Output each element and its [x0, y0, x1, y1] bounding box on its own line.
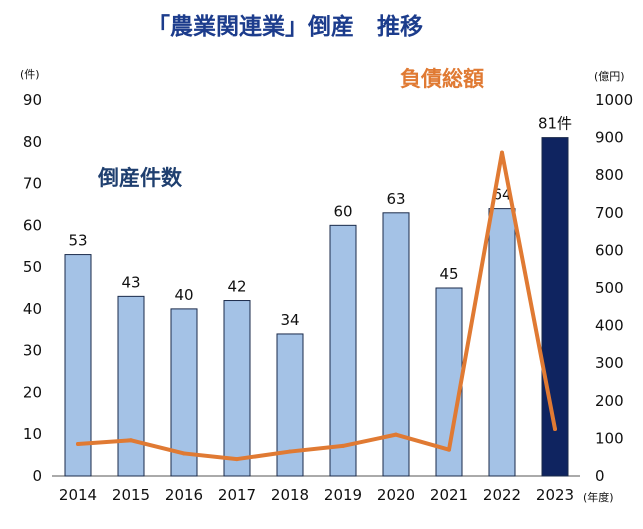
bar-data-label: 81件 — [538, 115, 572, 133]
right-tick-label: 800 — [595, 166, 624, 184]
x-tick-label: 2015 — [112, 486, 150, 504]
line-point — [235, 457, 239, 462]
bar — [117, 295, 145, 477]
right-tick-label: 200 — [595, 392, 624, 410]
left-tick-label: 40 — [23, 300, 42, 318]
bar — [382, 212, 410, 477]
bar-data-label: 42 — [227, 278, 246, 296]
x-tick-label: 2023 — [536, 486, 574, 504]
right-tick-label: 500 — [595, 279, 624, 297]
bar — [488, 208, 516, 477]
line-point — [394, 432, 398, 437]
bar-data-label: 34 — [280, 311, 299, 329]
left-tick-label: 50 — [23, 258, 42, 276]
bar-series-label: 倒産件数 — [97, 166, 183, 190]
line-point — [182, 451, 186, 456]
bar-data-label: 45 — [439, 265, 458, 283]
left-tick-label: 80 — [23, 133, 42, 151]
line-point — [500, 150, 504, 155]
line-point — [553, 427, 557, 431]
x-axis-unit: (年度) — [583, 490, 614, 504]
x-tick-label: 2019 — [324, 486, 362, 504]
bar — [223, 300, 251, 477]
bar — [329, 224, 357, 477]
line-series-label: 負債総額 — [400, 67, 484, 91]
x-tick-label: 2022 — [483, 486, 521, 504]
bar — [170, 308, 198, 477]
right-tick-label: 900 — [595, 129, 624, 147]
right-axis-unit: (億円) — [594, 70, 625, 83]
x-tick-label: 2017 — [218, 486, 256, 504]
line-point — [129, 438, 133, 443]
right-tick-label: 300 — [595, 354, 624, 372]
chart-title: 「農業関連業」倒産 推移 — [147, 13, 423, 40]
x-tick-label: 2020 — [377, 486, 415, 504]
left-tick-label: 70 — [23, 175, 42, 193]
left-tick-label: 30 — [23, 342, 42, 360]
right-tick-label: 600 — [595, 241, 624, 259]
line-point — [341, 443, 345, 448]
bar-data-label: 60 — [333, 202, 352, 220]
right-tick-label: 400 — [595, 317, 624, 335]
line-point — [76, 442, 80, 447]
right-tick-label: 1000 — [595, 91, 633, 109]
right-tick-label: 100 — [595, 429, 624, 447]
bar — [64, 254, 92, 477]
plot-area: 0102030405060708090010020030040050060070… — [23, 91, 633, 504]
line-point — [288, 449, 292, 454]
bar-data-label: 40 — [174, 286, 193, 304]
x-tick-label: 2018 — [271, 486, 309, 504]
line-series — [76, 150, 557, 462]
left-tick-label: 10 — [23, 425, 42, 443]
x-tick-label: 2016 — [165, 486, 203, 504]
line-point — [447, 447, 451, 452]
bar-data-label: 63 — [386, 190, 405, 208]
right-tick-label: 700 — [595, 204, 624, 222]
left-tick-label: 0 — [32, 467, 42, 485]
bar-data-label: 53 — [68, 232, 87, 250]
bar-data-label: 43 — [121, 273, 140, 291]
left-tick-label: 90 — [23, 91, 42, 109]
right-tick-label: 0 — [595, 467, 605, 485]
x-tick-label: 2021 — [430, 486, 468, 504]
x-tick-label: 2014 — [59, 486, 97, 504]
left-tick-label: 20 — [23, 383, 42, 401]
left-axis-unit: (件) — [20, 68, 40, 81]
left-tick-label: 60 — [23, 216, 42, 234]
